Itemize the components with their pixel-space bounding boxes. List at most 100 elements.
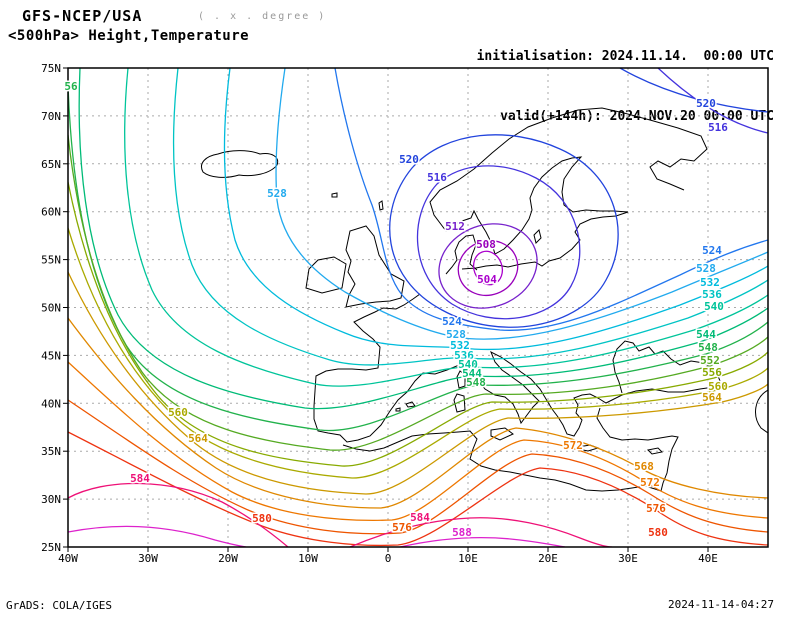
- island-sardinia: [453, 393, 466, 413]
- contour-label: 584: [130, 472, 150, 485]
- lat-tick-label: 45N: [41, 349, 61, 362]
- height-contours: [68, 68, 768, 547]
- lon-tick-label: 0: [385, 552, 392, 565]
- lon-tick-label: 20W: [218, 552, 238, 565]
- contour-588-west: [68, 525, 247, 547]
- contour-label: 540: [704, 300, 724, 313]
- contour-label: 548: [466, 376, 486, 389]
- contour-520: [389, 134, 619, 328]
- contour-label: 532: [700, 276, 720, 289]
- coast-north-africa: [342, 430, 662, 492]
- contour-label: 572: [640, 476, 660, 489]
- lat-tick-label: 70N: [41, 110, 61, 123]
- lat-tick-label: 60N: [41, 206, 61, 219]
- contour-label: 524: [442, 315, 462, 328]
- coast-denmark: [445, 234, 478, 275]
- model-title: GFS-NCEP/USA: [22, 7, 143, 25]
- init-time: initialisation: 2024.11.14. 00:00 UTC: [476, 49, 774, 64]
- coast-iceland: [201, 150, 279, 178]
- lat-tick-label: 35N: [41, 445, 61, 458]
- contour-label: 516: [427, 171, 447, 184]
- contour-552: [68, 134, 768, 451]
- contour-label: 560: [168, 406, 188, 419]
- contour-516: [416, 165, 581, 320]
- lon-tick-label: 10E: [458, 552, 478, 565]
- contour-label: 584: [410, 511, 430, 524]
- lat-tick-label: 75N: [41, 62, 61, 75]
- contour-528: [275, 68, 768, 340]
- contour-564: [68, 271, 768, 495]
- chart-subtitle: <500hPa> Height,Temperature: [8, 28, 250, 44]
- island-cyprus: [646, 447, 664, 455]
- contour-label: 528: [267, 187, 287, 200]
- contour-572: [68, 361, 768, 521]
- contour-label: 544: [462, 367, 482, 380]
- contour-label: 580: [252, 512, 272, 525]
- contour-label: 536: [702, 288, 722, 301]
- lon-tick-label: 40W: [58, 552, 78, 565]
- contour-584-south: [349, 517, 613, 547]
- contour-label: 520: [696, 97, 716, 110]
- lon-tick-label: 30E: [618, 552, 638, 565]
- contour-label: 576: [646, 502, 666, 515]
- contour-label: 556: [702, 366, 722, 379]
- lon-tick-label: 40E: [698, 552, 718, 565]
- contour-label: 552: [700, 354, 720, 367]
- contour-568: [68, 317, 768, 509]
- lat-tick-label: 40N: [41, 397, 61, 410]
- island-faroes: [331, 192, 338, 198]
- contour-label: 568: [634, 460, 654, 473]
- contour-label: 508: [476, 238, 496, 251]
- lat-tick-label: 25N: [41, 541, 61, 554]
- contour-576: [68, 399, 768, 535]
- island-crete: [577, 444, 600, 452]
- contour-540: [124, 68, 768, 387]
- contour-label: 520: [399, 153, 419, 166]
- island-gotland: [533, 229, 542, 244]
- contour-label: 524: [702, 244, 722, 257]
- contour-556: [68, 181, 768, 467]
- coast-anatolia-levant: [596, 407, 679, 492]
- grid-lines: [68, 68, 768, 547]
- contour-label: 572: [563, 439, 583, 452]
- contour-516-ne: [657, 68, 768, 134]
- contour-560: [68, 227, 768, 479]
- contour-536: [172, 68, 768, 366]
- contour-label: 576: [392, 521, 412, 534]
- contour-label: 588: [452, 526, 472, 539]
- grads-credit: GrADS: COLA/IGES: [6, 599, 112, 612]
- contour-label: 516: [708, 121, 728, 134]
- contour-524: [334, 68, 768, 331]
- lon-tick-label: 10W: [298, 552, 318, 565]
- contour-label: 528: [696, 262, 716, 275]
- contour-label: 560: [708, 380, 728, 393]
- contour-520-ne: [619, 68, 768, 113]
- creation-timestamp: 2024-11-14-04:27: [668, 598, 774, 611]
- contour-508: [457, 239, 519, 297]
- coast-baltic: [445, 156, 629, 270]
- coast-caspian-edge: [755, 389, 768, 434]
- contour-label: 536: [454, 349, 474, 362]
- island-corsica: [456, 370, 466, 389]
- contour-label: 544: [696, 328, 716, 341]
- contour-label: 512: [445, 220, 465, 233]
- contour-512: [438, 223, 538, 309]
- contour-584-west: [68, 482, 289, 547]
- coast-norway-north: [429, 107, 708, 232]
- coast-great-britain: [345, 225, 405, 308]
- contour-544: [78, 68, 768, 410]
- coast-west-europe-mediterranean: [313, 293, 723, 443]
- contour-label: 532: [450, 339, 470, 352]
- resolution-note: ( . x . degree ): [198, 11, 327, 22]
- contour-588-south: [399, 536, 566, 547]
- contour-label: 580: [648, 526, 668, 539]
- contour-label: 56: [64, 80, 78, 93]
- contour-labels: 5652852051651250850452051652452853253654…: [63, 79, 730, 541]
- contour-label: 504: [477, 273, 497, 286]
- island-sicily: [490, 427, 514, 441]
- lat-tick-label: 50N: [41, 302, 61, 315]
- lat-tick-label: 55N: [41, 254, 61, 267]
